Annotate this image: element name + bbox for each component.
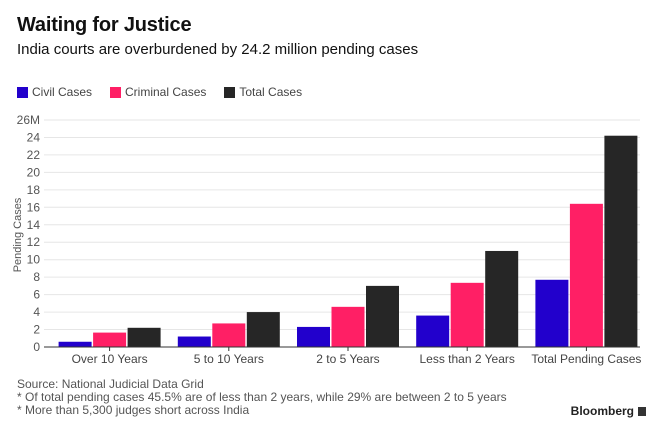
legend-swatch-criminal — [110, 86, 122, 98]
footer-notes: Source: National Judicial Data Grid * Of… — [17, 378, 507, 417]
y-tick-label: 14 — [27, 218, 41, 232]
bar-criminal-cases — [331, 306, 365, 347]
bar-criminal-cases — [212, 323, 246, 347]
x-tick-label: 2 to 5 Years — [316, 352, 379, 366]
y-tick-label: 4 — [33, 305, 40, 319]
y-tick-label: 20 — [27, 165, 41, 179]
y-tick-label: 2 — [33, 323, 40, 337]
bar-total-cases — [604, 135, 638, 347]
y-tick-label: 18 — [27, 183, 41, 197]
bar-civil-cases — [297, 326, 330, 347]
bar-total-cases — [246, 312, 280, 347]
source-note: Source: National Judicial Data Grid — [17, 377, 204, 391]
legend-swatch-civil — [17, 86, 28, 98]
legend-item-total: Total Cases — [224, 85, 302, 99]
y-axis-label: Pending Cases — [12, 197, 24, 272]
x-tick-label: Over 10 Years — [72, 352, 148, 366]
y-tick-label: 24 — [27, 130, 41, 144]
bar-civil-cases — [58, 341, 92, 347]
y-tick-label: 0 — [33, 340, 40, 354]
legend-swatch-total — [224, 86, 236, 98]
x-tick-label: Less than 2 Years — [419, 352, 514, 366]
x-axis: Over 10 Years 5 to 10 Years 2 to 5 Years Le… — [44, 346, 641, 366]
x-tick-label: Total Pending Cases — [531, 352, 641, 366]
bloomberg-logo: Bloomberg — [571, 404, 646, 418]
bar-criminal-cases — [569, 203, 603, 347]
legend-label-total: Total Cases — [239, 85, 303, 99]
bar-civil-cases — [177, 336, 211, 347]
brand-name: Bloomberg — [570, 404, 634, 418]
bars — [58, 135, 638, 347]
footnote-2: * More than 5,300 judges short across In… — [17, 403, 250, 417]
x-tick-label: 5 to 10 Years — [194, 352, 264, 366]
legend-label-criminal: Criminal Cases — [125, 85, 207, 99]
bar-civil-cases — [416, 315, 450, 347]
legend-item-criminal: Criminal Cases — [110, 85, 206, 99]
bar-criminal-cases — [93, 332, 127, 347]
chart-title: Waiting for Justice — [17, 14, 192, 36]
legend-item-civil: Civil Cases — [17, 85, 92, 99]
y-tick-label: 6 — [33, 288, 40, 302]
y-tick-label: 16 — [27, 200, 41, 214]
y-tick-label: 12 — [27, 235, 41, 249]
y-tick-label: 26M — [17, 113, 40, 127]
y-tick-label: 10 — [27, 253, 41, 267]
legend: Civil Cases Criminal Cases Total Cases — [17, 85, 320, 99]
bar-total-cases — [485, 250, 519, 347]
bar-civil-cases — [535, 279, 569, 347]
legend-label-civil: Civil Cases — [32, 85, 93, 99]
bar-criminal-cases — [450, 282, 484, 347]
y-tick-label: 8 — [33, 270, 40, 284]
footnote-1: * Of total pending cases 45.5% are of le… — [17, 390, 507, 404]
bar-total-cases — [127, 327, 161, 347]
chart-subtitle: India courts are overburdened by 24.2 mi… — [17, 41, 419, 58]
bar-total-cases — [366, 285, 399, 347]
bloomberg-icon — [638, 406, 646, 416]
y-tick-label: 22 — [27, 148, 41, 162]
